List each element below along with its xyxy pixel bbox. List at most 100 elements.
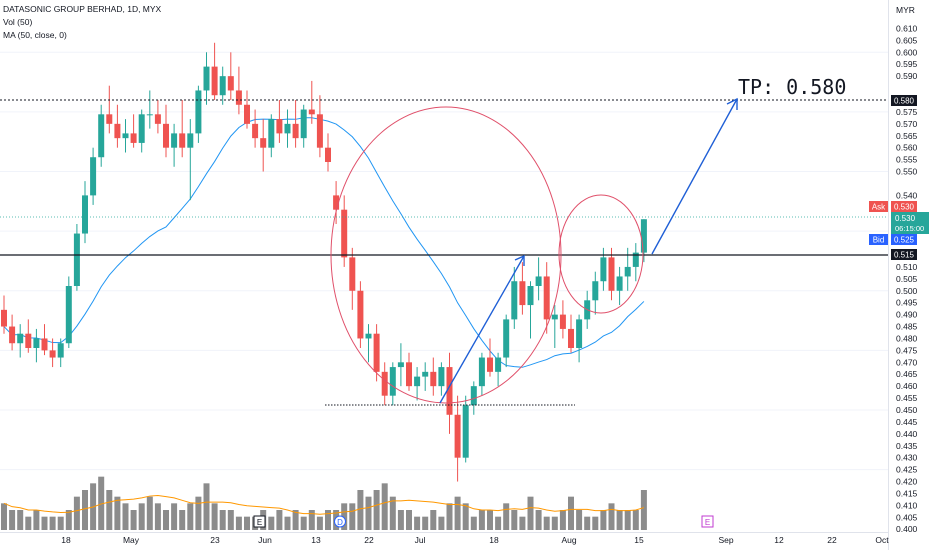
earnings-marker-1[interactable]: E <box>253 515 266 528</box>
time-tick-label: 22 <box>364 535 374 545</box>
volume-bar <box>576 510 583 530</box>
volume-bar <box>114 496 121 530</box>
volume-bar <box>559 510 566 530</box>
volume-bar <box>1 503 7 530</box>
candle <box>130 114 137 148</box>
volume-bar <box>389 496 396 530</box>
time-axis[interactable]: 18 May 23 Jun 13 22 Jul 18 Aug 15 Sep 12 22 Oct <box>61 535 889 545</box>
candle <box>25 319 32 353</box>
time-tick-label: Aug <box>561 535 576 545</box>
candle <box>478 352 485 396</box>
candle <box>163 104 169 158</box>
time-tick-label: 15 <box>634 535 644 545</box>
volume-bar <box>179 510 186 530</box>
volume-bar <box>592 516 599 530</box>
candle <box>632 243 639 282</box>
volume-bar <box>381 483 388 530</box>
candle <box>260 119 267 172</box>
volume-bar <box>487 510 493 530</box>
volume-bar <box>203 483 210 530</box>
volume-bar <box>41 516 48 530</box>
price-tick-label: 0.450 <box>896 405 918 415</box>
candle <box>316 95 323 158</box>
volume-bar <box>406 510 412 530</box>
volume-indicator-label[interactable]: Vol (50) <box>3 17 33 27</box>
candle <box>568 314 574 353</box>
arrow-2 <box>651 97 738 255</box>
volume-bar <box>171 503 178 530</box>
candle <box>487 338 493 377</box>
candle <box>203 52 210 105</box>
volume-bar <box>373 490 380 530</box>
volume-bar <box>284 516 291 530</box>
price-tick-label: 0.405 <box>896 512 918 522</box>
candle <box>600 247 607 291</box>
volume-bar <box>568 496 574 530</box>
volume-bar <box>138 503 145 530</box>
price-tick-label: 0.445 <box>896 417 918 427</box>
svg-text:D: D <box>337 518 343 527</box>
volume-bar <box>438 516 445 530</box>
volume-bar <box>244 516 250 530</box>
candle <box>244 90 250 129</box>
volume-bar <box>219 510 226 530</box>
candle <box>616 266 623 306</box>
candle <box>227 52 234 100</box>
candle <box>90 147 97 205</box>
candle <box>365 324 372 363</box>
volume-bar <box>535 510 542 530</box>
price-tick-label: 0.590 <box>896 71 918 81</box>
volume-bar <box>187 503 194 530</box>
candle <box>138 109 145 153</box>
price-tick-label: 0.410 <box>896 500 918 510</box>
svg-text:E: E <box>257 518 262 527</box>
candle <box>49 338 56 368</box>
ma-indicator-label[interactable]: MA (50, close, 0) <box>3 30 67 40</box>
candle <box>114 104 121 148</box>
volume-bar <box>268 516 275 530</box>
candle <box>211 42 218 100</box>
candle <box>219 66 226 105</box>
volume-bar <box>49 516 56 530</box>
symbol-title[interactable]: DATASONIC GROUP BERHAD, 1D, MYX <box>3 4 162 14</box>
volume-bar <box>341 503 348 530</box>
volume-bar <box>163 510 169 530</box>
candle <box>122 119 129 153</box>
candle <box>454 395 461 482</box>
volume-bar <box>632 510 639 530</box>
volume-bar <box>397 510 404 530</box>
candle <box>65 276 72 348</box>
candle <box>559 300 566 339</box>
dividend-marker[interactable]: D <box>334 515 346 528</box>
candle <box>503 314 510 368</box>
volume-bar <box>82 490 88 530</box>
price-tick-label: 0.485 <box>896 322 918 332</box>
candle <box>187 119 194 201</box>
candle <box>519 262 526 315</box>
volume-bar <box>154 503 161 530</box>
handle-circle <box>558 194 644 314</box>
support-price-tag: 0.515 <box>891 249 917 260</box>
candle <box>462 395 469 463</box>
volume-bar <box>300 516 307 530</box>
volume-bar <box>527 496 534 530</box>
volume-bar <box>33 510 40 530</box>
volume-bar <box>478 510 485 530</box>
time-tick-label: 22 <box>827 535 837 545</box>
time-tick-label: Jul <box>415 535 426 545</box>
candle <box>373 324 380 382</box>
price-tick-label: 0.420 <box>896 477 918 487</box>
volume-bar <box>616 510 623 530</box>
price-tick-label: 0.550 <box>896 167 918 177</box>
earnings-marker-2[interactable]: E <box>701 515 714 528</box>
price-tick-label: 0.460 <box>896 381 918 391</box>
candle <box>235 66 242 115</box>
candle <box>276 100 283 143</box>
time-tick-label: 18 <box>61 535 71 545</box>
volume-bar <box>130 510 137 530</box>
volume-bar <box>235 516 242 530</box>
candle <box>341 195 348 267</box>
candle <box>422 362 429 391</box>
price-tick-label: 0.500 <box>896 286 918 296</box>
